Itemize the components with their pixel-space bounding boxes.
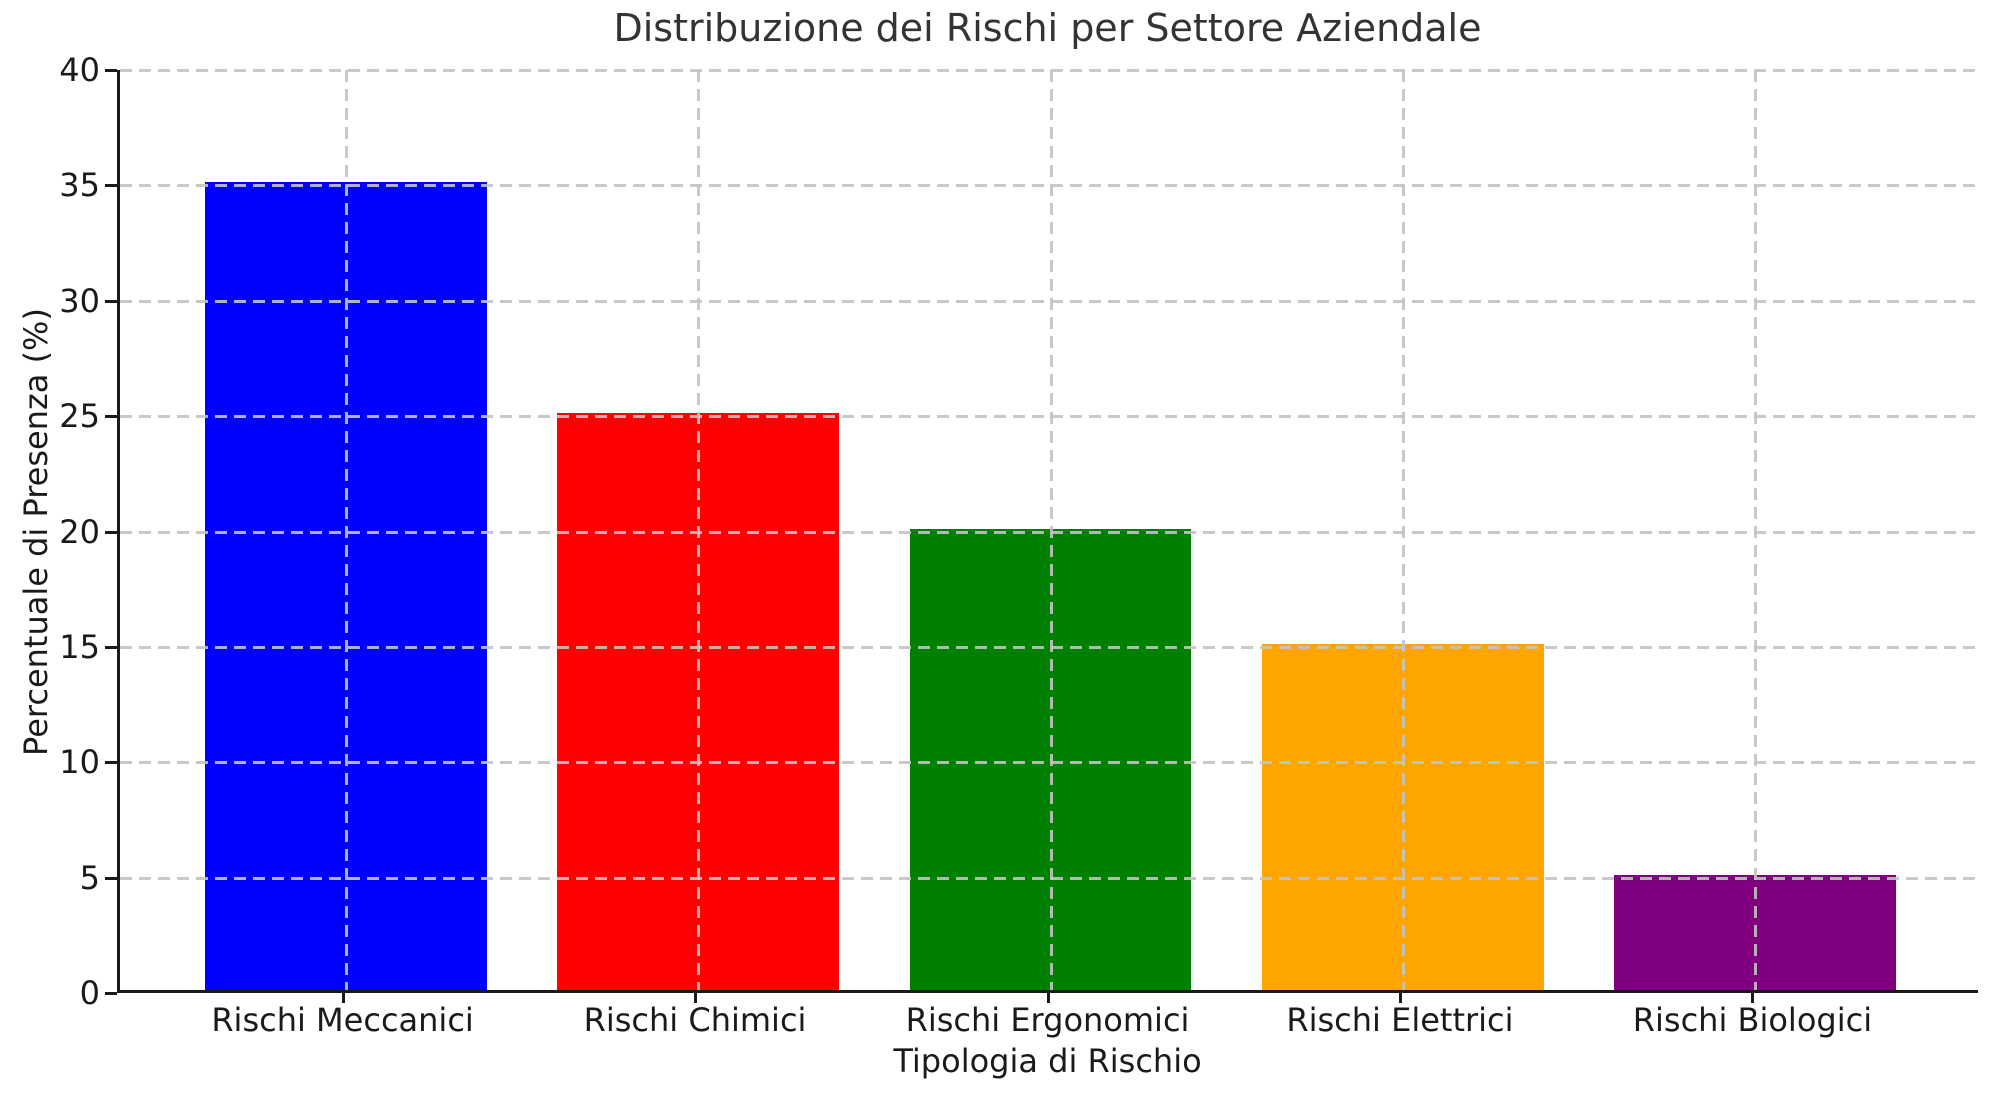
chart-title: Distribuzione dei Rischi per Settore Azi… [613,6,1482,50]
y-tick-label-10: 10 [59,743,100,782]
y-tick-mark-20 [105,530,117,534]
x-tick-label-2: Rischi Chimici [583,1001,807,1039]
y-tick-label-25: 25 [59,397,100,436]
x-axis-label: Tipologia di Rischio [893,1042,1202,1080]
x-tick-label-5: Rischi Biologici [1632,1001,1873,1039]
y-tick-mark-10 [105,761,117,765]
plot-area [117,69,1978,993]
y-tick-mark-25 [105,415,117,419]
y-tick-label-5: 5 [79,858,100,897]
y-tick-mark-15 [105,645,117,649]
bars-layer [120,70,1978,990]
y-tick-mark-30 [105,299,117,303]
x-tick-label-4: Rischi Elettrici [1286,1001,1514,1039]
y-tick-mark-40 [105,69,117,72]
y-tick-label-15: 15 [59,627,100,666]
y-tick-mark-35 [105,184,117,188]
x-tick-label-3: Rischi Ergonomici [905,1001,1190,1039]
bar-5 [1614,874,1897,990]
x-tick-mark-3 [1046,993,1050,1003]
y-tick-label-0: 0 [79,974,100,1012]
x-tick-label-1: Rischi Meccanici [211,1001,474,1039]
x-tick-mark-1 [341,993,345,1003]
y-tick-label-20: 20 [59,512,100,551]
y-tick-label-30: 30 [59,281,100,320]
y-tick-label-35: 35 [59,166,100,205]
x-tick-mark-5 [1751,993,1755,1003]
bar-3 [909,528,1192,990]
bar-2 [557,413,840,990]
y-tick-label-40: 40 [59,51,100,89]
bar-4 [1261,643,1544,990]
x-tick-mark-4 [1398,993,1402,1003]
x-tick-mark-2 [694,993,698,1003]
bar-1 [204,182,487,990]
y-tick-mark-0 [105,992,117,995]
y-tick-mark-5 [105,876,117,880]
